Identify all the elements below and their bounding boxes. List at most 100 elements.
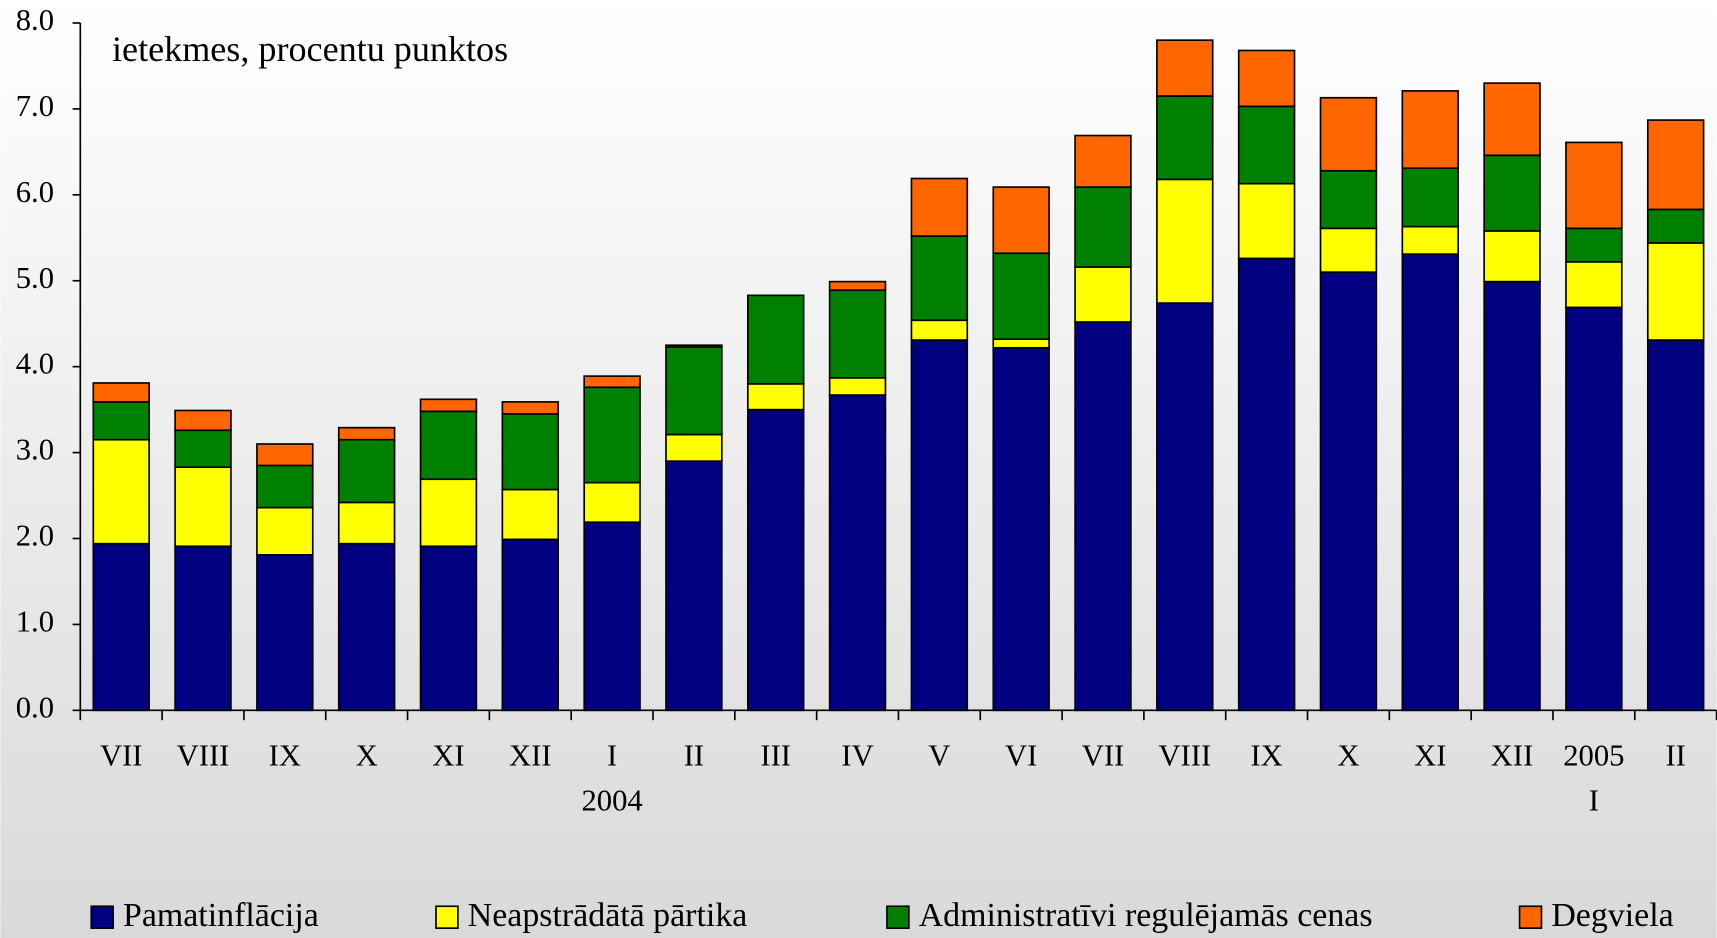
bar-segment: [746, 383, 805, 411]
x-tick-label-line: 2005: [1563, 739, 1624, 773]
bar-segment: [746, 294, 805, 385]
bar-segment: [1074, 134, 1132, 188]
bar-segment: [1483, 82, 1541, 157]
bar-segment: [828, 394, 887, 712]
bar-segment: [92, 542, 150, 712]
bar-segment: [1483, 154, 1541, 232]
x-tick-label: XI: [1414, 739, 1446, 773]
x-tick-label-line: VIII: [177, 739, 230, 773]
bar-segment: [910, 319, 969, 341]
x-tick-label: I 2004: [581, 739, 642, 818]
bar-segment: [1156, 302, 1214, 712]
x-tick-label-line: XI: [432, 739, 464, 773]
x-tick-label-line: II: [1665, 739, 1685, 773]
bar-segment: [910, 177, 969, 237]
bar-segment: [1156, 178, 1214, 304]
legend-swatch: [886, 905, 910, 929]
legend-label: Neapstrādātā pārtika: [468, 897, 748, 934]
x-tick-label: XI: [432, 739, 464, 773]
bar-segment: [1646, 339, 1705, 712]
bar-segment: [910, 339, 969, 712]
bar-segment: [1646, 208, 1705, 244]
bar-segment: [92, 401, 150, 441]
bar-segment: [910, 235, 969, 322]
x-tick-label-line: X: [356, 739, 378, 773]
x-tick-label-line: I: [607, 739, 617, 773]
bar-segment: [583, 521, 641, 712]
x-tick-label-line: XI: [1414, 739, 1446, 773]
bar-segment: [828, 280, 887, 292]
bar-segment: [1156, 39, 1214, 97]
y-tick-label: 3.0: [16, 433, 54, 467]
bar-segment: [1237, 105, 1296, 185]
x-tick-label: VII: [100, 739, 143, 773]
legend-label: Pamatinflācija: [123, 897, 319, 934]
x-tick-label: III: [760, 739, 791, 773]
y-tick-label: 6.0: [16, 175, 54, 209]
bar-segment: [665, 346, 723, 436]
x-tick-label-line: IV: [841, 739, 873, 773]
bar-segment: [665, 344, 723, 348]
bar-segment: [1646, 242, 1705, 341]
x-tick-label-line: XII: [1491, 739, 1534, 773]
bar-segment: [337, 426, 396, 441]
bar-segment: [1565, 261, 1623, 309]
bar-segment: [1565, 306, 1623, 712]
x-tick-label: X: [356, 739, 378, 773]
bar-segment: [583, 375, 641, 389]
y-tick-label: 2.0: [16, 519, 54, 553]
bar-segment: [1319, 169, 1378, 230]
legend-label: Administratīvi regulējamās cenas: [919, 897, 1373, 934]
bar-segment: [828, 289, 887, 379]
x-tick-label-line: VII: [1082, 739, 1125, 773]
x-tick-label: VIII: [1158, 739, 1211, 773]
legend-label: Degviela: [1551, 897, 1673, 934]
bar-segment: [419, 398, 478, 413]
bar-segment: [501, 401, 560, 415]
annotation: ietekmes, procentu punktos: [112, 29, 508, 69]
x-tick-label: X: [1337, 739, 1359, 773]
legend-swatch: [90, 905, 114, 929]
x-tick-label: VIII: [177, 739, 230, 773]
bar-segment: [174, 466, 232, 548]
x-tick-label: IX: [1250, 739, 1282, 773]
x-tick-label: IV: [841, 739, 873, 773]
x-tick-label-line: XII: [509, 739, 552, 773]
x-tick-label: XII: [509, 739, 552, 773]
bar-segment: [1646, 119, 1705, 211]
x-tick-label-line: III: [760, 739, 791, 773]
bar-segment: [1319, 271, 1378, 712]
bar-segment: [1565, 141, 1623, 230]
bar-segment: [256, 506, 314, 556]
bar-segment: [1483, 230, 1541, 283]
bar-segment: [256, 443, 314, 467]
bar-segment: [828, 377, 887, 396]
x-tick-label-line: 2004: [581, 783, 642, 817]
x-tick-label: VII: [1082, 739, 1125, 773]
bar-segment: [1319, 96, 1378, 172]
bar-segment: [992, 186, 1050, 255]
bar-segment: [174, 409, 232, 432]
bar-segment: [337, 542, 396, 712]
bar-segment: [501, 488, 560, 541]
x-tick-label: II: [684, 739, 704, 773]
x-tick-label-line: VI: [1005, 739, 1037, 773]
bar-segment: [1074, 266, 1132, 323]
bar-segment: [1401, 167, 1459, 228]
bar-segment: [1401, 225, 1459, 255]
bar-segment: [992, 338, 1050, 349]
bar-segment: [1319, 227, 1378, 273]
bar-segment: [419, 478, 478, 548]
bar-segment: [665, 460, 723, 712]
bar-segment: [92, 382, 150, 403]
y-tick-label: 8.0: [16, 3, 54, 37]
y-tick-label: 7.0: [16, 89, 54, 123]
bar-segment: [1483, 280, 1541, 712]
bar-segment: [992, 346, 1050, 712]
bar-segment: [665, 433, 723, 462]
x-tick-label: 2005 I: [1563, 739, 1624, 818]
x-tick-label-line: II: [684, 739, 704, 773]
bar-segment: [501, 413, 560, 491]
